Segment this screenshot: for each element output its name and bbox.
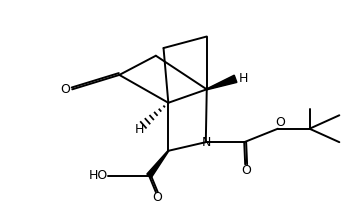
Text: HO: HO bbox=[89, 169, 108, 182]
Text: H: H bbox=[135, 123, 144, 136]
Polygon shape bbox=[147, 151, 169, 177]
Text: N: N bbox=[202, 136, 211, 149]
Text: O: O bbox=[61, 83, 71, 96]
Text: O: O bbox=[275, 116, 285, 130]
Text: O: O bbox=[152, 191, 162, 204]
Text: O: O bbox=[241, 164, 251, 176]
Text: H: H bbox=[239, 72, 248, 85]
Polygon shape bbox=[207, 75, 237, 90]
